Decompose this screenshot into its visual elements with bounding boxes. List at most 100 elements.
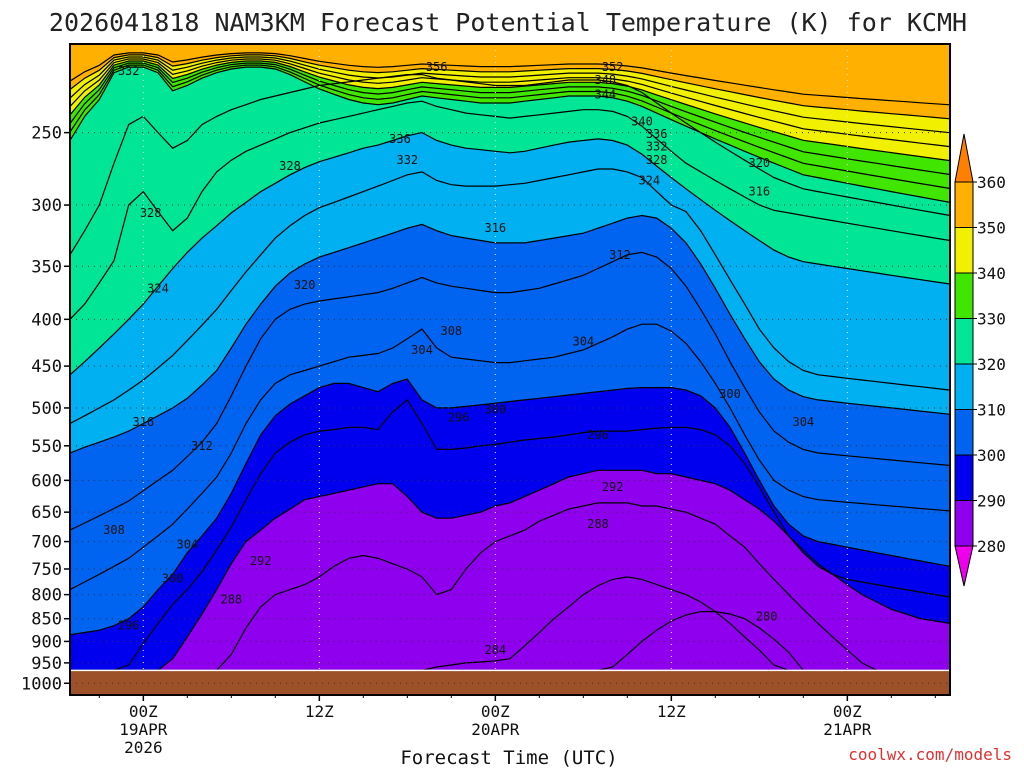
contour-label: 304 [792, 415, 814, 429]
contour-label: 356 [426, 60, 448, 74]
y-tick-label: 700 [31, 533, 62, 553]
isentrope-348 [70, 56, 950, 134]
y-tick-label: 800 [31, 586, 62, 606]
contour-label: 348 [594, 73, 616, 87]
contour-label: 344 [594, 87, 616, 101]
ground-layer [70, 669, 950, 695]
contour-label: 336 [389, 132, 411, 146]
y-tick-label: 500 [31, 399, 62, 419]
colorbar-tick-label: 290 [977, 492, 1006, 511]
colorbar-segment-300 [954, 409, 974, 456]
contour-label: 332 [646, 140, 668, 154]
contour-label: 304 [572, 335, 594, 349]
contour-label: 328 [279, 159, 301, 173]
contour-label: 308 [103, 523, 125, 537]
y-tick-label: 950 [31, 654, 62, 674]
isentrope-300 [70, 378, 950, 636]
contour-label: 296 [448, 410, 470, 424]
contour-label: 296 [118, 619, 140, 633]
x-tick-label: 20APR [471, 720, 520, 739]
colorbar-segment-310 [954, 363, 974, 410]
colorbar-segment-340 [954, 227, 974, 274]
colorbar-segment-320 [954, 318, 974, 365]
x-tick-label: 21APR [823, 720, 872, 739]
colorbar-tick-label: 310 [977, 401, 1006, 420]
isentrope-344 [70, 58, 950, 148]
y-tick-label: 850 [31, 610, 62, 630]
colorbar-tick-label: 330 [977, 310, 1006, 329]
isentrope-308 [70, 251, 950, 531]
contour-label: 328 [646, 153, 668, 167]
contour-label: 312 [609, 248, 631, 262]
contour-label: 320 [748, 156, 770, 170]
colorbar-triangle-low [954, 545, 974, 587]
isentrope-356 [70, 52, 950, 106]
isentrope-304 [70, 323, 950, 591]
contour-label: 320 [294, 278, 316, 292]
isentrope-312 [70, 214, 950, 454]
y-axis: 2503003504004505005506006507007508008509… [21, 124, 70, 694]
contour-label: 304 [411, 343, 433, 357]
contour-label: 300 [484, 403, 506, 417]
y-tick-label: 450 [31, 357, 62, 377]
contour-label: 288 [220, 593, 242, 607]
contour-label: 316 [132, 415, 154, 429]
isentrope-324 [70, 100, 950, 320]
y-tick-label: 900 [31, 632, 62, 652]
contour-label: 316 [748, 185, 770, 199]
colorbar-triangle-high [954, 133, 974, 183]
contour-label: 292 [602, 480, 624, 494]
x-tick-label: 2026 [124, 738, 163, 757]
contour-label: 308 [440, 324, 462, 338]
x-tick-label: 12Z [305, 702, 334, 721]
colorbar-tick-label: 320 [977, 355, 1006, 374]
contour-label: 340 [631, 114, 653, 128]
contour-label: 296 [587, 428, 609, 442]
contour-label: 312 [191, 439, 213, 453]
colorbar-tick-label: 280 [977, 537, 1006, 556]
contour-label: 300 [719, 387, 741, 401]
contour-label: 304 [176, 537, 198, 551]
y-tick-label: 650 [31, 503, 62, 523]
isentrope-316 [70, 168, 950, 425]
theta-bands [70, 44, 950, 671]
colorbar-segment-290 [954, 454, 974, 501]
colorbar: 280 290 300 310 320 330 340 350 360 [954, 133, 1006, 587]
colorbar-tick-label: 340 [977, 264, 1006, 283]
y-tick-label: 600 [31, 471, 62, 491]
contour-label: 288 [587, 517, 609, 531]
x-axis-label: Forecast Time (UTC) [400, 747, 617, 768]
contour-label: 284 [484, 643, 506, 657]
x-tick-label: 19APR [119, 720, 168, 739]
colorbar-segment-280 [954, 500, 974, 547]
band-theta-356 [70, 44, 950, 105]
grid-lines [70, 44, 950, 695]
contour-label: 324 [638, 173, 660, 187]
isentrope-lines [70, 52, 950, 671]
contour-label: 292 [250, 554, 272, 568]
isentrope-292 [70, 469, 950, 671]
y-tick-label: 400 [31, 310, 62, 330]
contour-label: 300 [162, 571, 184, 585]
chart-title: 2026041818 NAM3KM Forecast Potential Tem… [49, 8, 967, 37]
x-tick-label: 12Z [657, 702, 686, 721]
contour-label: 352 [602, 60, 624, 74]
contour-label: 324 [147, 281, 169, 295]
y-tick-label: 550 [31, 437, 62, 457]
y-tick-label: 250 [31, 124, 62, 144]
x-tick-label: 00Z [833, 702, 862, 721]
y-tick-label: 350 [31, 257, 62, 277]
y-tick-label: 750 [31, 560, 62, 580]
isentrope-332 [70, 64, 950, 190]
contour-labels: 332 356 3523483443403363323283243203163363… [103, 60, 814, 657]
plot-area: 332 356 3523483443403363323283243203163363… [70, 44, 950, 695]
isentrope-320 [70, 131, 950, 376]
contour-label: 316 [484, 221, 506, 235]
isentrope-328 [70, 74, 950, 256]
colorbar-tick-label: 360 [977, 173, 1006, 192]
isentrope-352 [70, 54, 950, 120]
credit-text: coolwx.com/models [848, 745, 1012, 764]
colorbar-tick-label: 300 [977, 446, 1006, 465]
colorbar-segment-330 [954, 272, 974, 319]
